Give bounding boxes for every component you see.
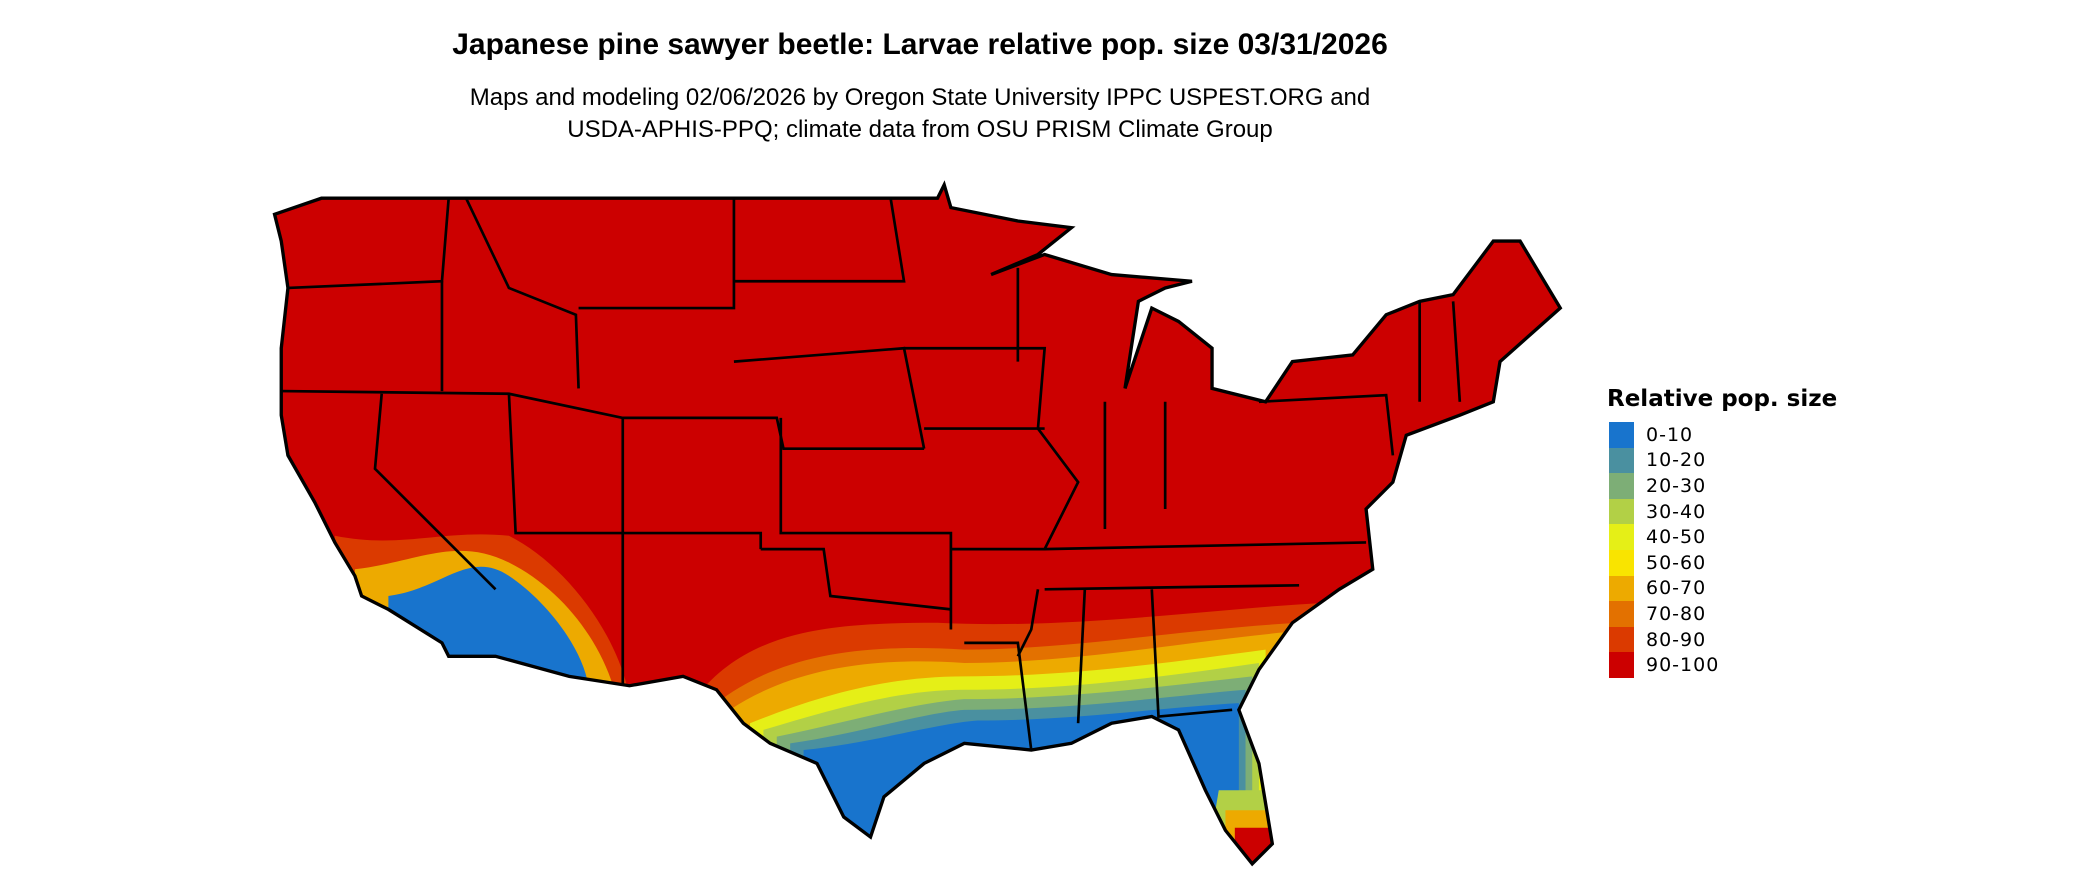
state-borders [281,197,1462,751]
legend-label: 80-90 [1646,628,1707,651]
legend-title: Relative pop. size [1607,386,1838,412]
legend-item: 40-50 [1609,524,1837,550]
legend-swatch [1609,498,1634,525]
legend-label: 10-20 [1646,449,1707,472]
legend-label: 50-60 [1646,551,1707,574]
legend-item: 30-40 [1609,498,1837,525]
legend-label: 60-70 [1646,577,1707,600]
legend-swatch [1609,549,1634,576]
map-subtitle-line-1: Maps and modeling 02/06/2026 by Oregon S… [469,84,1371,111]
legend: Relative pop. size 0-10 10-20 20-30 30-40 40… [1607,386,1838,678]
legend-swatch [1609,524,1634,550]
legend-item: 20-30 [1609,473,1837,499]
legend-item: 80-90 [1609,626,1837,653]
legend-label: 0-10 [1646,423,1694,446]
map-title: Japanese pine sawyer beetle: Larvae rela… [452,28,1388,61]
legend-swatch [1609,447,1634,474]
legend-swatch [1609,652,1634,678]
legend-label: 20-30 [1646,474,1707,497]
legend-swatch [1609,473,1634,499]
legend-item: 0-10 [1609,422,1837,448]
legend-item: 60-70 [1609,575,1837,602]
legend-swatch [1609,422,1634,448]
legend-label: 40-50 [1646,526,1707,549]
legend-item: 10-20 [1609,447,1837,474]
legend-label: 30-40 [1646,500,1707,523]
map-subtitle-line-2: USDA-APHIS-PPQ; climate data from OSU PR… [567,116,1273,143]
legend-item: 50-60 [1609,549,1837,576]
legend-label: 70-80 [1646,602,1707,625]
legend-swatch [1609,601,1634,627]
legend-swatch [1609,626,1634,653]
legend-label: 90-100 [1646,654,1720,677]
legend-item: 90-100 [1609,652,1837,678]
legend-item: 70-80 [1609,601,1837,627]
legend-swatch [1609,575,1634,602]
